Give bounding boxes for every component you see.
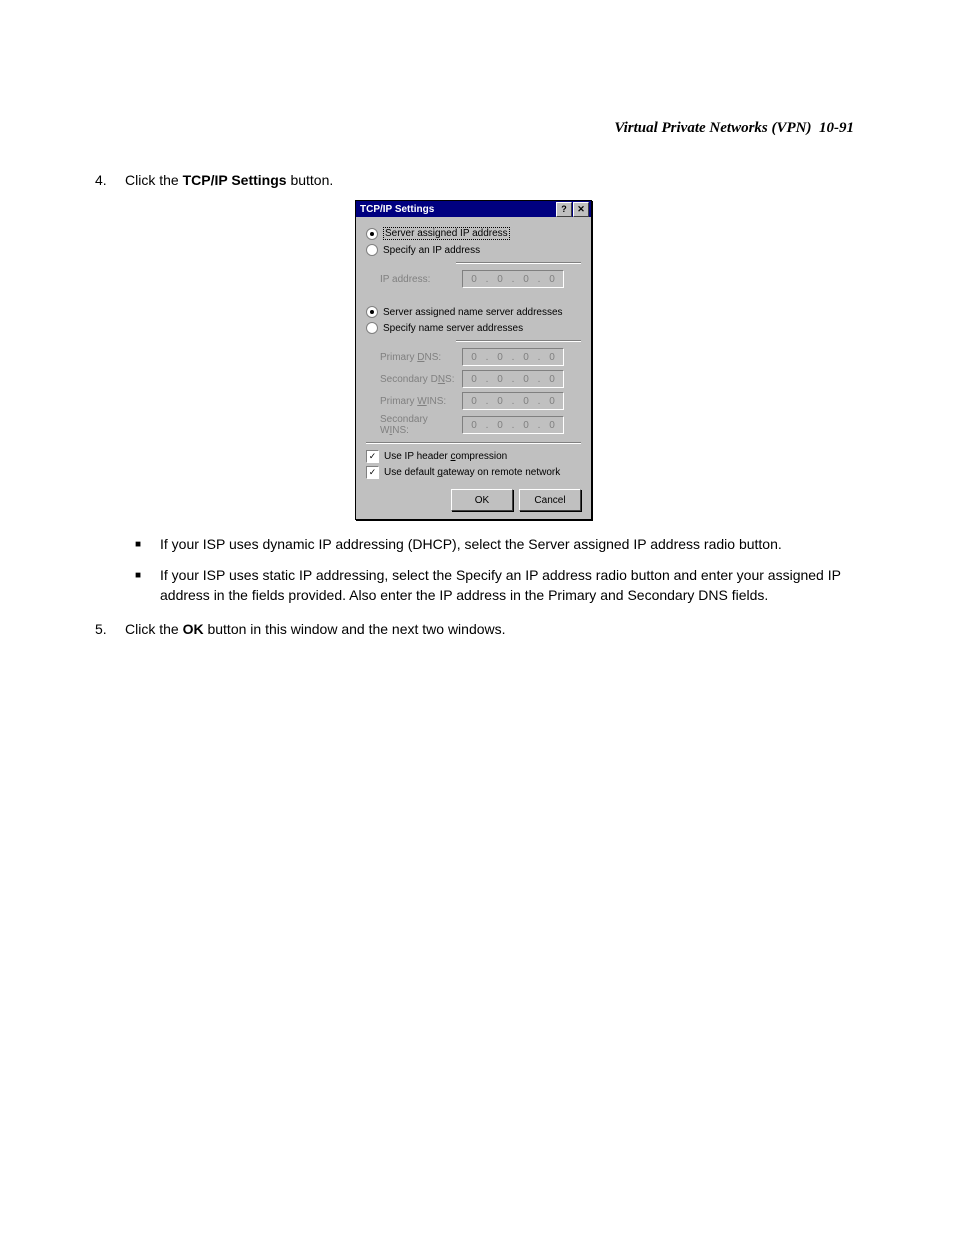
ip-address-row: IP address: 0. 0. 0. 0 (380, 270, 581, 288)
primary-wins-label: Primary WINS: (380, 396, 456, 407)
ok-button[interactable]: OK (451, 489, 513, 511)
radio-specify-ns[interactable]: Specify name server addresses (366, 322, 581, 334)
checkbox-label: Use IP header compression (384, 451, 507, 462)
secondary-wins-label: Secondary WINS: (380, 414, 456, 436)
header-page: 10-91 (819, 120, 854, 136)
bullet-text: If your ISP uses static IP addressing, s… (160, 565, 854, 606)
secondary-dns-label: Secondary DNS: (380, 374, 456, 385)
secondary-dns-row: Secondary DNS: 0. 0. 0. 0 (380, 370, 581, 388)
close-button[interactable]: ✕ (573, 202, 589, 217)
secondary-dns-input: 0. 0. 0. 0 (462, 370, 564, 388)
cancel-button[interactable]: Cancel (519, 489, 581, 511)
primary-dns-label: Primary DNS: (380, 352, 456, 363)
radio-icon (366, 306, 378, 318)
page-content: 4. Click the TCP/IP Settings button. TCP… (95, 170, 854, 649)
bullet-list: ■ If your ISP uses dynamic IP addressing… (135, 534, 854, 605)
help-button[interactable]: ? (556, 202, 572, 217)
radio-icon (366, 244, 378, 256)
checkbox-icon: ✓ (366, 466, 379, 479)
checkbox-label: Use default gateway on remote network (384, 467, 560, 478)
page-header: Virtual Private Networks (VPN) 10-91 (614, 120, 854, 137)
checkbox-ip-compression[interactable]: ✓ Use IP header compression (366, 450, 581, 463)
checkbox-icon: ✓ (366, 450, 379, 463)
radio-label: Server assigned name server addresses (383, 307, 563, 318)
separator (366, 442, 581, 444)
step-4-number: 4. (95, 170, 125, 190)
step-4: 4. Click the TCP/IP Settings button. (95, 170, 854, 190)
radio-label: Specify name server addresses (383, 323, 523, 334)
radio-server-ns[interactable]: Server assigned name server addresses (366, 306, 581, 318)
dialog-title: TCP/IP Settings (360, 204, 556, 215)
tcpip-settings-dialog: TCP/IP Settings ? ✕ Server assigned IP a… (355, 200, 592, 520)
separator (456, 340, 581, 342)
radio-icon (366, 228, 378, 240)
step-5: 5. Click the OK button in this window an… (95, 619, 854, 639)
radio-server-ip[interactable]: Server assigned IP address (366, 227, 581, 240)
radio-label: Server assigned IP address (383, 227, 510, 240)
radio-icon (366, 322, 378, 334)
bullet-item: ■ If your ISP uses static IP addressing,… (135, 565, 854, 606)
bullet-icon: ■ (135, 565, 160, 606)
dialog-titlebar[interactable]: TCP/IP Settings ? ✕ (356, 201, 591, 217)
checkbox-default-gateway[interactable]: ✓ Use default gateway on remote network (366, 466, 581, 479)
ip-address-input: 0. 0. 0. 0 (462, 270, 564, 288)
primary-dns-input: 0. 0. 0. 0 (462, 348, 564, 366)
help-icon: ? (561, 205, 567, 214)
step-4-text: Click the TCP/IP Settings button. (125, 170, 854, 190)
header-title: Virtual Private Networks (VPN) (614, 120, 811, 136)
secondary-wins-input: 0. 0. 0. 0 (462, 416, 564, 434)
radio-specify-ip[interactable]: Specify an IP address (366, 244, 581, 256)
radio-label: Specify an IP address (383, 245, 480, 256)
bullet-item: ■ If your ISP uses dynamic IP addressing… (135, 534, 854, 554)
separator (456, 262, 581, 264)
primary-dns-row: Primary DNS: 0. 0. 0. 0 (380, 348, 581, 366)
secondary-wins-row: Secondary WINS: 0. 0. 0. 0 (380, 414, 581, 436)
step-5-text: Click the OK button in this window and t… (125, 619, 854, 639)
primary-wins-input: 0. 0. 0. 0 (462, 392, 564, 410)
ip-address-label: IP address: (380, 274, 456, 285)
step-5-number: 5. (95, 619, 125, 639)
primary-wins-row: Primary WINS: 0. 0. 0. 0 (380, 392, 581, 410)
bullet-icon: ■ (135, 534, 160, 554)
close-icon: ✕ (577, 205, 585, 214)
bullet-text: If your ISP uses dynamic IP addressing (… (160, 534, 854, 554)
